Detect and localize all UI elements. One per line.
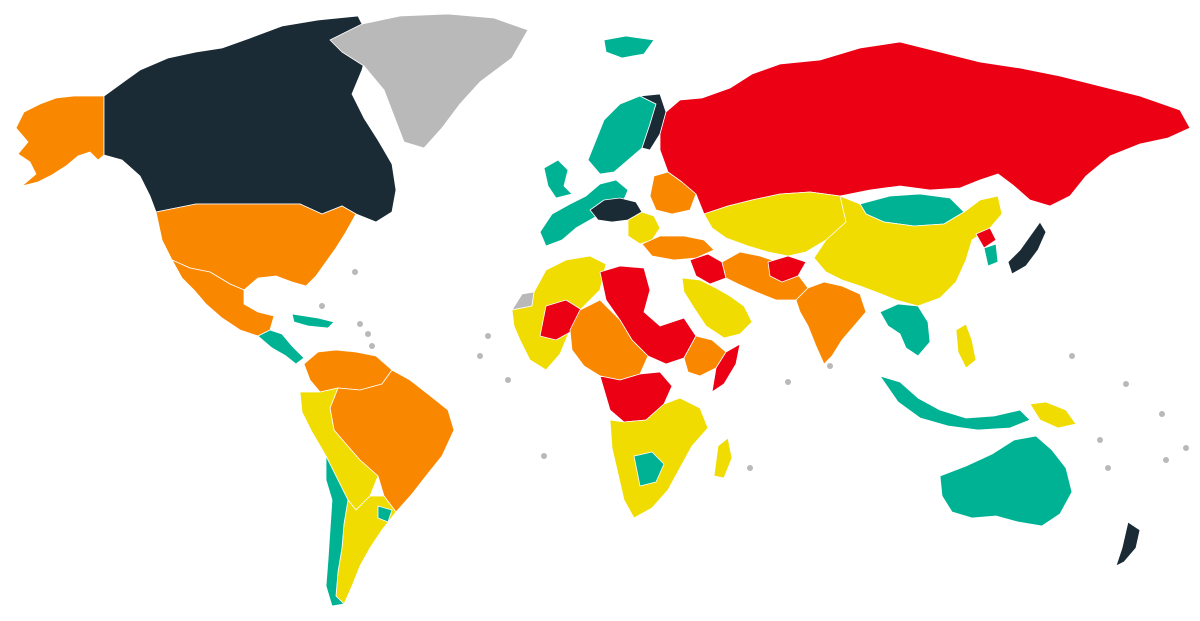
territory-dot	[785, 379, 791, 385]
region-greenland[interactable]	[329, 13, 529, 149]
region-new-zealand[interactable]	[1115, 521, 1141, 567]
region-turkey[interactable]	[641, 235, 715, 261]
territory-dot	[365, 331, 371, 337]
territory-dot	[541, 453, 547, 459]
territory-dot	[1069, 353, 1075, 359]
region-madagascar[interactable]	[713, 437, 733, 479]
territory-dot	[827, 363, 833, 369]
region-western-europe[interactable]	[539, 179, 629, 247]
region-korea[interactable]	[983, 243, 999, 267]
region-uruguay[interactable]	[377, 505, 393, 523]
territory-dot	[1163, 457, 1169, 463]
small-territory-dots	[319, 269, 1189, 471]
region-chile-coast[interactable]	[325, 455, 349, 607]
region-eastern-europe[interactable]	[627, 211, 661, 245]
region-alaska[interactable]	[15, 95, 105, 187]
region-andes[interactable]	[299, 387, 379, 511]
region-botswana-namibia[interactable]	[633, 451, 665, 487]
region-somalia[interactable]	[711, 343, 741, 393]
region-japan[interactable]	[1007, 221, 1047, 275]
region-central-america[interactable]	[257, 329, 305, 365]
region-canada[interactable]	[103, 15, 397, 223]
region-mexico[interactable]	[171, 259, 275, 337]
region-southeast-asia[interactable]	[879, 303, 931, 357]
territory-dot	[352, 269, 358, 275]
region-caribbean[interactable]	[291, 313, 335, 329]
region-philippines[interactable]	[955, 323, 977, 369]
region-central-africa[interactable]	[569, 299, 649, 381]
territory-dot	[747, 465, 753, 471]
region-australia[interactable]	[939, 435, 1073, 527]
region-indonesia[interactable]	[879, 375, 1031, 431]
region-finland[interactable]	[639, 93, 667, 151]
region-papua[interactable]	[1029, 401, 1077, 429]
territory-dot	[505, 377, 511, 383]
region-china[interactable]	[813, 195, 1003, 307]
region-southern-africa[interactable]	[609, 397, 709, 519]
region-north-korea[interactable]	[975, 227, 997, 249]
territory-dot	[1105, 465, 1111, 471]
region-scandinavia[interactable]	[587, 95, 657, 175]
territory-dot	[1159, 411, 1165, 417]
region-middle-east[interactable]	[681, 277, 753, 339]
territory-dot	[1097, 437, 1103, 443]
territory-dot	[319, 303, 325, 309]
region-iceland[interactable]	[603, 35, 655, 59]
region-uk-ireland[interactable]	[543, 159, 573, 199]
territory-dot	[477, 353, 483, 359]
territory-dot	[1183, 445, 1189, 451]
territory-dot	[485, 333, 491, 339]
region-russia[interactable]	[659, 41, 1191, 215]
region-drc[interactable]	[599, 371, 673, 423]
region-india[interactable]	[795, 281, 867, 365]
territory-dot	[357, 321, 363, 327]
territory-dot	[1123, 381, 1129, 387]
territory-dot	[369, 343, 375, 349]
